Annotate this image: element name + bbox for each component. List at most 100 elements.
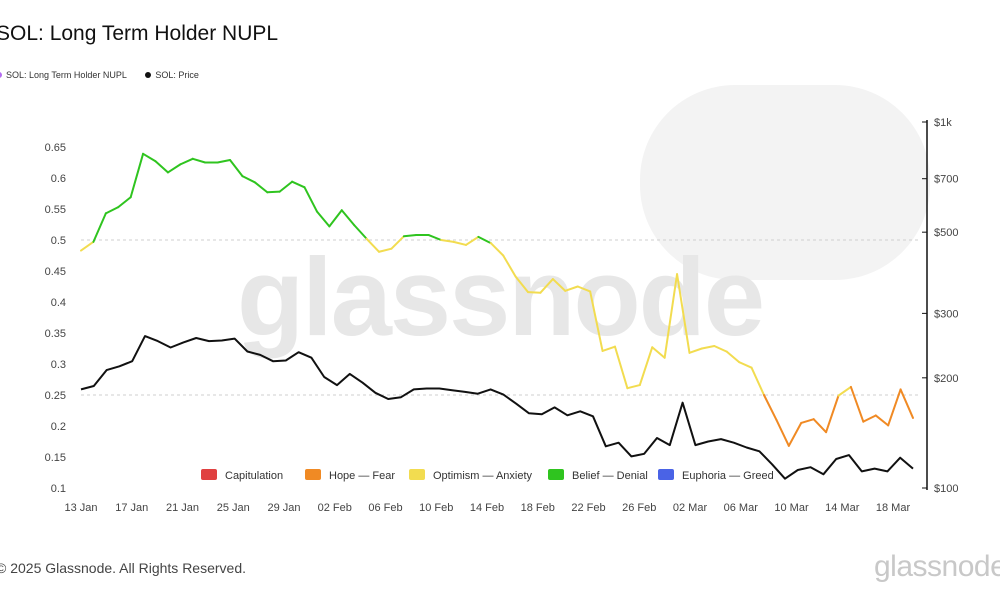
nupl-segment xyxy=(514,275,530,294)
left-tick-label: 0.4 xyxy=(51,297,66,309)
right-tick-label: $700 xyxy=(934,174,958,186)
nupl-segment xyxy=(738,361,753,369)
x-tick-label: 18 Feb xyxy=(521,502,555,514)
nupl-segment xyxy=(179,157,194,166)
nupl-segment xyxy=(241,175,256,184)
series-layer xyxy=(80,152,914,480)
price-line xyxy=(80,335,914,480)
x-tick-label: 13 Jan xyxy=(64,502,97,514)
background-blob xyxy=(640,85,930,280)
left-axis: 0.1 0.15 0.2 0.25 0.3 0.35 0.4 0.45 0.5 0.55 0.6 0.… xyxy=(45,142,66,495)
nupl-segment xyxy=(750,366,765,396)
right-axis: $100 $200 $300 $500 $700 $1k xyxy=(922,117,958,495)
nupl-segment xyxy=(651,346,666,359)
left-tick-label: 0.65 xyxy=(45,142,66,154)
zone-legend-label: Hope — Fear xyxy=(329,470,395,482)
nupl-segment xyxy=(849,385,865,423)
nupl-segment xyxy=(862,414,877,423)
nupl-segment xyxy=(142,152,157,163)
nupl-segment xyxy=(340,209,356,227)
x-tick-label: 18 Mar xyxy=(876,502,911,514)
nupl-segment xyxy=(440,239,455,243)
copyright-footer: © 2025 Glassnode. All Rights Reserved. xyxy=(0,560,247,576)
nupl-segment xyxy=(365,237,381,253)
nupl-segment xyxy=(874,414,890,427)
nupl-segment xyxy=(266,190,281,194)
nupl-segment xyxy=(464,235,480,246)
nupl-segment xyxy=(713,345,728,353)
legend-label-price: SOL: Price xyxy=(155,70,199,80)
nupl-segment xyxy=(353,224,368,240)
nupl-segment xyxy=(253,181,269,194)
x-tick-label: 25 Jan xyxy=(217,502,250,514)
x-tick-label: 02 Feb xyxy=(318,502,352,514)
x-tick-label: 22 Feb xyxy=(571,502,605,514)
left-tick-label: 0.2 xyxy=(51,421,66,433)
watermark-text: glassnode xyxy=(237,236,763,359)
nupl-segment xyxy=(278,180,294,193)
x-tick-label: 21 Jan xyxy=(166,502,199,514)
nupl-segment xyxy=(613,345,629,390)
page-title: SOL: Long Term Holder NUPL xyxy=(0,22,279,45)
left-tick-label: 0.55 xyxy=(45,204,66,216)
x-tick-label: 26 Feb xyxy=(622,502,656,514)
zone-legend-label: Optimism — Anxiety xyxy=(433,470,533,482)
zone-legend-swatch xyxy=(305,469,321,480)
left-tick-label: 0.35 xyxy=(45,328,66,340)
left-tick-label: 0.15 xyxy=(45,452,66,464)
nupl-segment xyxy=(328,209,343,228)
left-tick-label: 0.3 xyxy=(51,359,66,371)
nupl-segment xyxy=(129,152,145,199)
nupl-segment xyxy=(539,278,554,294)
nupl-segment xyxy=(551,278,567,292)
x-tick-label: 14 Mar xyxy=(825,502,860,514)
nupl-segment xyxy=(303,186,318,213)
nupl-segment xyxy=(762,394,778,421)
x-tick-label: 06 Mar xyxy=(724,502,759,514)
zone-legend-swatch xyxy=(548,469,564,480)
nupl-segment xyxy=(489,242,505,257)
nupl-segment xyxy=(80,240,95,252)
nupl-segment xyxy=(378,247,393,253)
nupl-segment xyxy=(527,291,542,294)
nupl-segment xyxy=(800,418,815,424)
x-tick-label: 17 Jan xyxy=(115,502,148,514)
right-tick-label: $1k xyxy=(934,117,952,129)
nupl-segment xyxy=(589,290,604,352)
zone-legend: Capitulation Hope — Fear Optimism — Anxiet… xyxy=(201,469,774,482)
glassnode-logo: glassnode xyxy=(874,550,1000,583)
nupl-segment xyxy=(775,418,790,447)
x-tick-label: 10 Mar xyxy=(774,502,809,514)
nupl-segment xyxy=(104,206,120,215)
legend-item-nupl[interactable]: SOL: Long Term Holder NUPL xyxy=(0,70,127,80)
left-tick-label: 0.5 xyxy=(51,235,66,247)
x-tick-label: 10 Feb xyxy=(419,502,453,514)
nupl-segment xyxy=(117,196,132,209)
legend-dot-price xyxy=(145,72,152,78)
nupl-segment xyxy=(887,388,902,427)
nupl-segment xyxy=(812,418,828,434)
nupl-segment xyxy=(390,235,405,250)
nupl-segment xyxy=(92,212,107,243)
zone-legend-swatch xyxy=(201,469,217,480)
nupl-segment xyxy=(787,421,803,447)
nupl-segment xyxy=(452,240,467,246)
nupl-segment xyxy=(166,163,182,174)
nupl-segment xyxy=(601,345,616,352)
nupl-segment xyxy=(825,394,840,434)
background-layer: glassnode xyxy=(237,85,930,359)
legend-item-price[interactable]: SOL: Price xyxy=(145,70,199,80)
x-tick-label: 06 Feb xyxy=(368,502,402,514)
right-tick-label: $100 xyxy=(934,483,958,495)
nupl-segment xyxy=(837,385,852,397)
zone-legend-label: Capitulation xyxy=(225,470,283,482)
nupl-segment xyxy=(402,234,418,238)
nupl-segment xyxy=(676,273,691,354)
nupl-segment xyxy=(477,235,492,245)
left-tick-label: 0.1 xyxy=(51,483,66,495)
nupl-segment xyxy=(638,346,654,387)
zone-legend-label: Euphoria — Greed xyxy=(682,470,774,482)
left-tick-label: 0.6 xyxy=(51,173,66,185)
nupl-segment xyxy=(315,210,331,228)
zone-legend-swatch xyxy=(658,469,674,480)
